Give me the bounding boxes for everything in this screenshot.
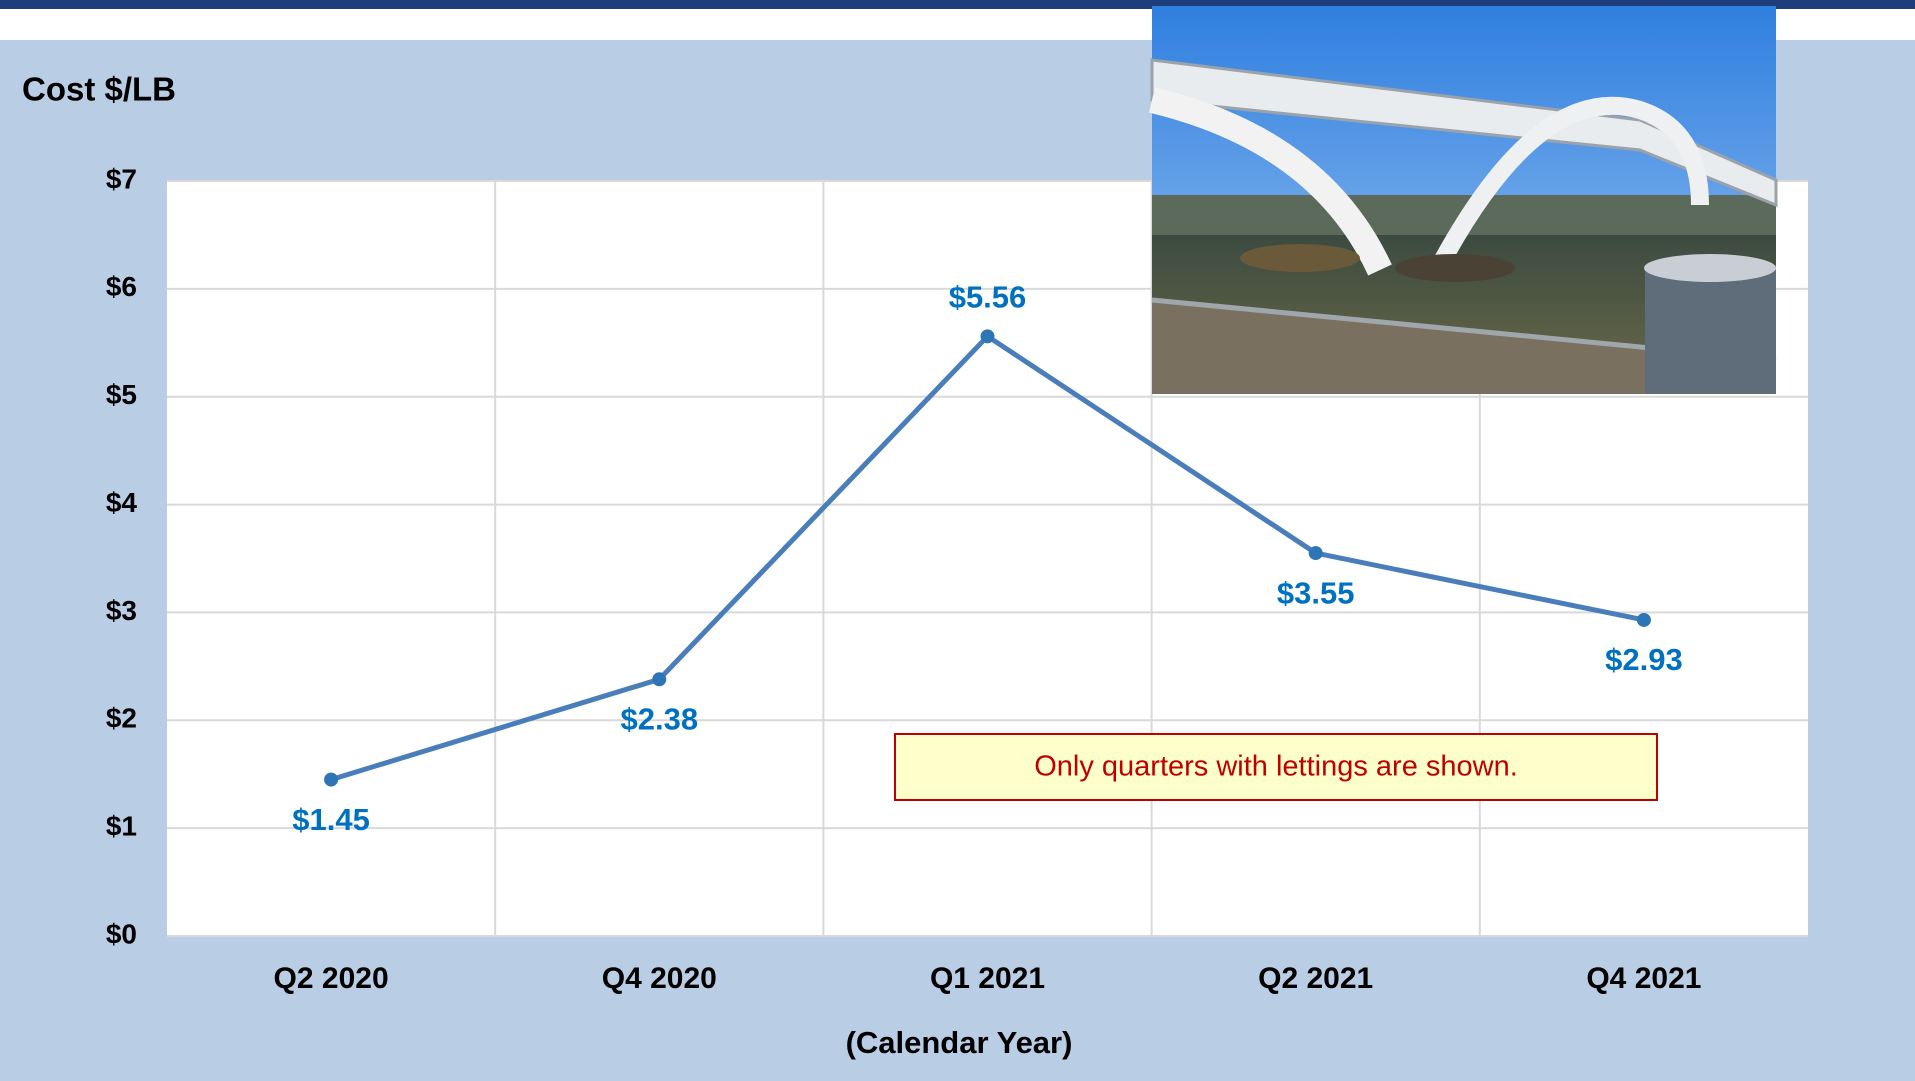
photo <box>1152 6 1776 394</box>
page: Cost $/LB (Calendar Year) $0 $1 $2 $3 $4 $5 $6… <box>0 0 1915 1081</box>
y-tick-label: $5 <box>106 379 137 410</box>
data-label: $5.56 <box>949 280 1027 315</box>
x-tick-label: Q4 2020 <box>602 962 717 995</box>
y-tick-label: $6 <box>106 271 137 302</box>
chart: Cost $/LB (Calendar Year) $0 $1 $2 $3 $4 $5 $6… <box>0 0 1915 1081</box>
x-tick-label: Q2 2020 <box>274 962 389 995</box>
y-axis-title: Cost $/LB <box>22 71 176 108</box>
y-tick-label: $2 <box>106 703 137 734</box>
data-label: $2.38 <box>621 701 699 736</box>
y-tick-label: $0 <box>106 918 137 949</box>
data-label: $1.45 <box>292 802 370 837</box>
y-tick-label: $4 <box>106 487 138 518</box>
data-label: $2.93 <box>1605 642 1683 677</box>
y-tick-label: $3 <box>106 595 137 626</box>
y-tick-label: $1 <box>106 811 137 842</box>
data-point <box>981 329 995 343</box>
x-axis-title: (Calendar Year) <box>846 1025 1073 1060</box>
x-tick-label: Q2 2021 <box>1258 962 1373 995</box>
data-point <box>324 773 338 787</box>
data-point <box>652 672 666 686</box>
annotation: Only quarters with lettings are shown. <box>1034 751 1518 783</box>
x-tick-label: Q1 2021 <box>930 962 1045 995</box>
x-tick-label: Q4 2021 <box>1586 962 1701 995</box>
data-point <box>1309 546 1323 560</box>
data-label: $3.55 <box>1277 575 1355 610</box>
y-tick-label: $7 <box>106 163 137 194</box>
data-point <box>1637 613 1651 627</box>
